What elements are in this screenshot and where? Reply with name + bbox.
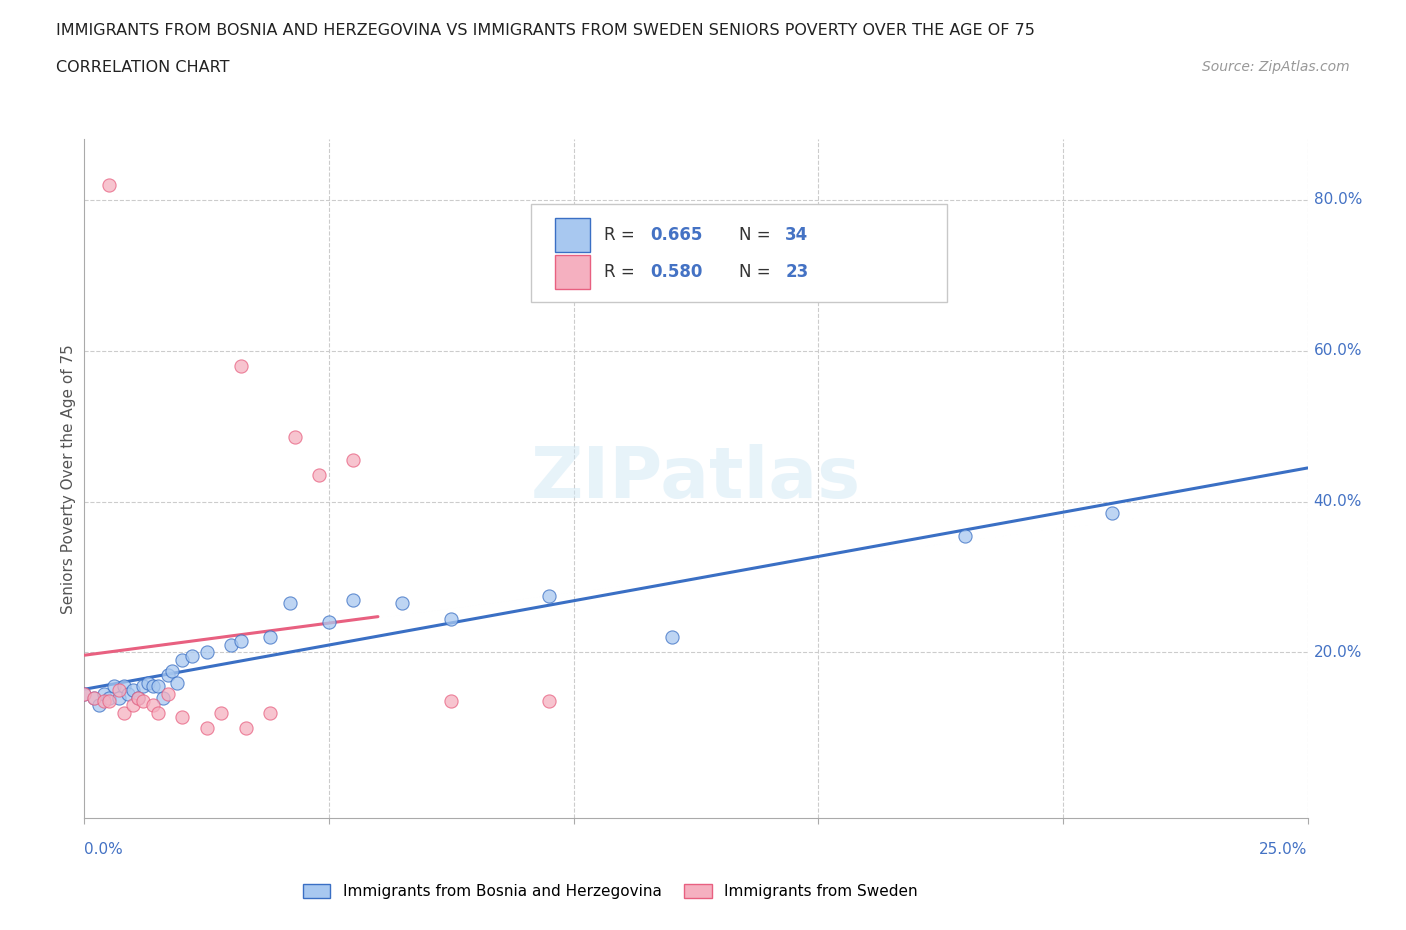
Point xyxy=(97,690,120,705)
Point xyxy=(152,690,174,705)
FancyBboxPatch shape xyxy=(555,218,589,251)
Point xyxy=(127,690,149,705)
Text: 25.0%: 25.0% xyxy=(1260,842,1308,857)
Point xyxy=(195,645,218,660)
Point xyxy=(87,698,110,712)
Point xyxy=(166,675,188,690)
Point xyxy=(127,690,149,705)
Point xyxy=(132,694,155,709)
Point xyxy=(229,633,252,648)
Point xyxy=(342,453,364,468)
Text: 60.0%: 60.0% xyxy=(1313,343,1362,358)
Point xyxy=(112,679,135,694)
Point xyxy=(156,668,179,683)
Point xyxy=(93,686,115,701)
Point xyxy=(117,686,139,701)
Text: 0.580: 0.580 xyxy=(651,263,703,281)
Point xyxy=(83,690,105,705)
Point xyxy=(391,596,413,611)
Point xyxy=(538,694,561,709)
Point xyxy=(172,709,194,724)
Point xyxy=(181,649,204,664)
Text: 80.0%: 80.0% xyxy=(1313,193,1362,207)
Point xyxy=(132,679,155,694)
Point xyxy=(136,675,159,690)
FancyBboxPatch shape xyxy=(555,255,589,289)
Point xyxy=(342,592,364,607)
Text: ZIPatlas: ZIPatlas xyxy=(531,445,860,513)
Point xyxy=(538,589,561,604)
FancyBboxPatch shape xyxy=(531,204,946,302)
Point xyxy=(146,679,169,694)
Point xyxy=(209,705,232,720)
Point xyxy=(219,637,242,652)
Point xyxy=(440,611,463,626)
Text: 0.665: 0.665 xyxy=(651,226,703,244)
Y-axis label: Seniors Poverty Over the Age of 75: Seniors Poverty Over the Age of 75 xyxy=(60,344,76,614)
Point xyxy=(661,630,683,644)
Point xyxy=(278,596,301,611)
Text: 23: 23 xyxy=(786,263,808,281)
Point xyxy=(93,694,115,709)
Point xyxy=(107,690,129,705)
Point xyxy=(112,705,135,720)
Point xyxy=(146,705,169,720)
Text: Source: ZipAtlas.com: Source: ZipAtlas.com xyxy=(1202,60,1350,74)
Point xyxy=(162,664,184,679)
Point xyxy=(1101,506,1123,521)
Point xyxy=(142,679,165,694)
Point xyxy=(97,694,120,709)
Point xyxy=(122,698,145,712)
Point xyxy=(103,679,125,694)
Legend: Immigrants from Bosnia and Herzegovina, Immigrants from Sweden: Immigrants from Bosnia and Herzegovina, … xyxy=(302,884,918,899)
Point xyxy=(73,686,96,701)
Point xyxy=(83,690,105,705)
Point xyxy=(284,430,307,445)
Point xyxy=(107,683,129,698)
Text: 34: 34 xyxy=(786,226,808,244)
Text: R =: R = xyxy=(605,226,640,244)
Point xyxy=(953,528,976,543)
Point xyxy=(97,178,120,193)
Point xyxy=(235,721,257,736)
Text: N =: N = xyxy=(738,263,776,281)
Point xyxy=(318,615,340,630)
Text: CORRELATION CHART: CORRELATION CHART xyxy=(56,60,229,75)
Point xyxy=(195,721,218,736)
Text: 40.0%: 40.0% xyxy=(1313,494,1362,509)
Point xyxy=(172,653,194,668)
Point xyxy=(259,705,281,720)
Point xyxy=(73,686,96,701)
Point xyxy=(229,358,252,373)
Text: IMMIGRANTS FROM BOSNIA AND HERZEGOVINA VS IMMIGRANTS FROM SWEDEN SENIORS POVERTY: IMMIGRANTS FROM BOSNIA AND HERZEGOVINA V… xyxy=(56,23,1035,38)
Text: 20.0%: 20.0% xyxy=(1313,644,1362,660)
Point xyxy=(259,630,281,644)
Point xyxy=(308,468,330,483)
Point xyxy=(142,698,165,712)
Text: R =: R = xyxy=(605,263,640,281)
Text: 0.0%: 0.0% xyxy=(84,842,124,857)
Point xyxy=(156,686,179,701)
Point xyxy=(440,694,463,709)
Point xyxy=(122,683,145,698)
Text: N =: N = xyxy=(738,226,776,244)
